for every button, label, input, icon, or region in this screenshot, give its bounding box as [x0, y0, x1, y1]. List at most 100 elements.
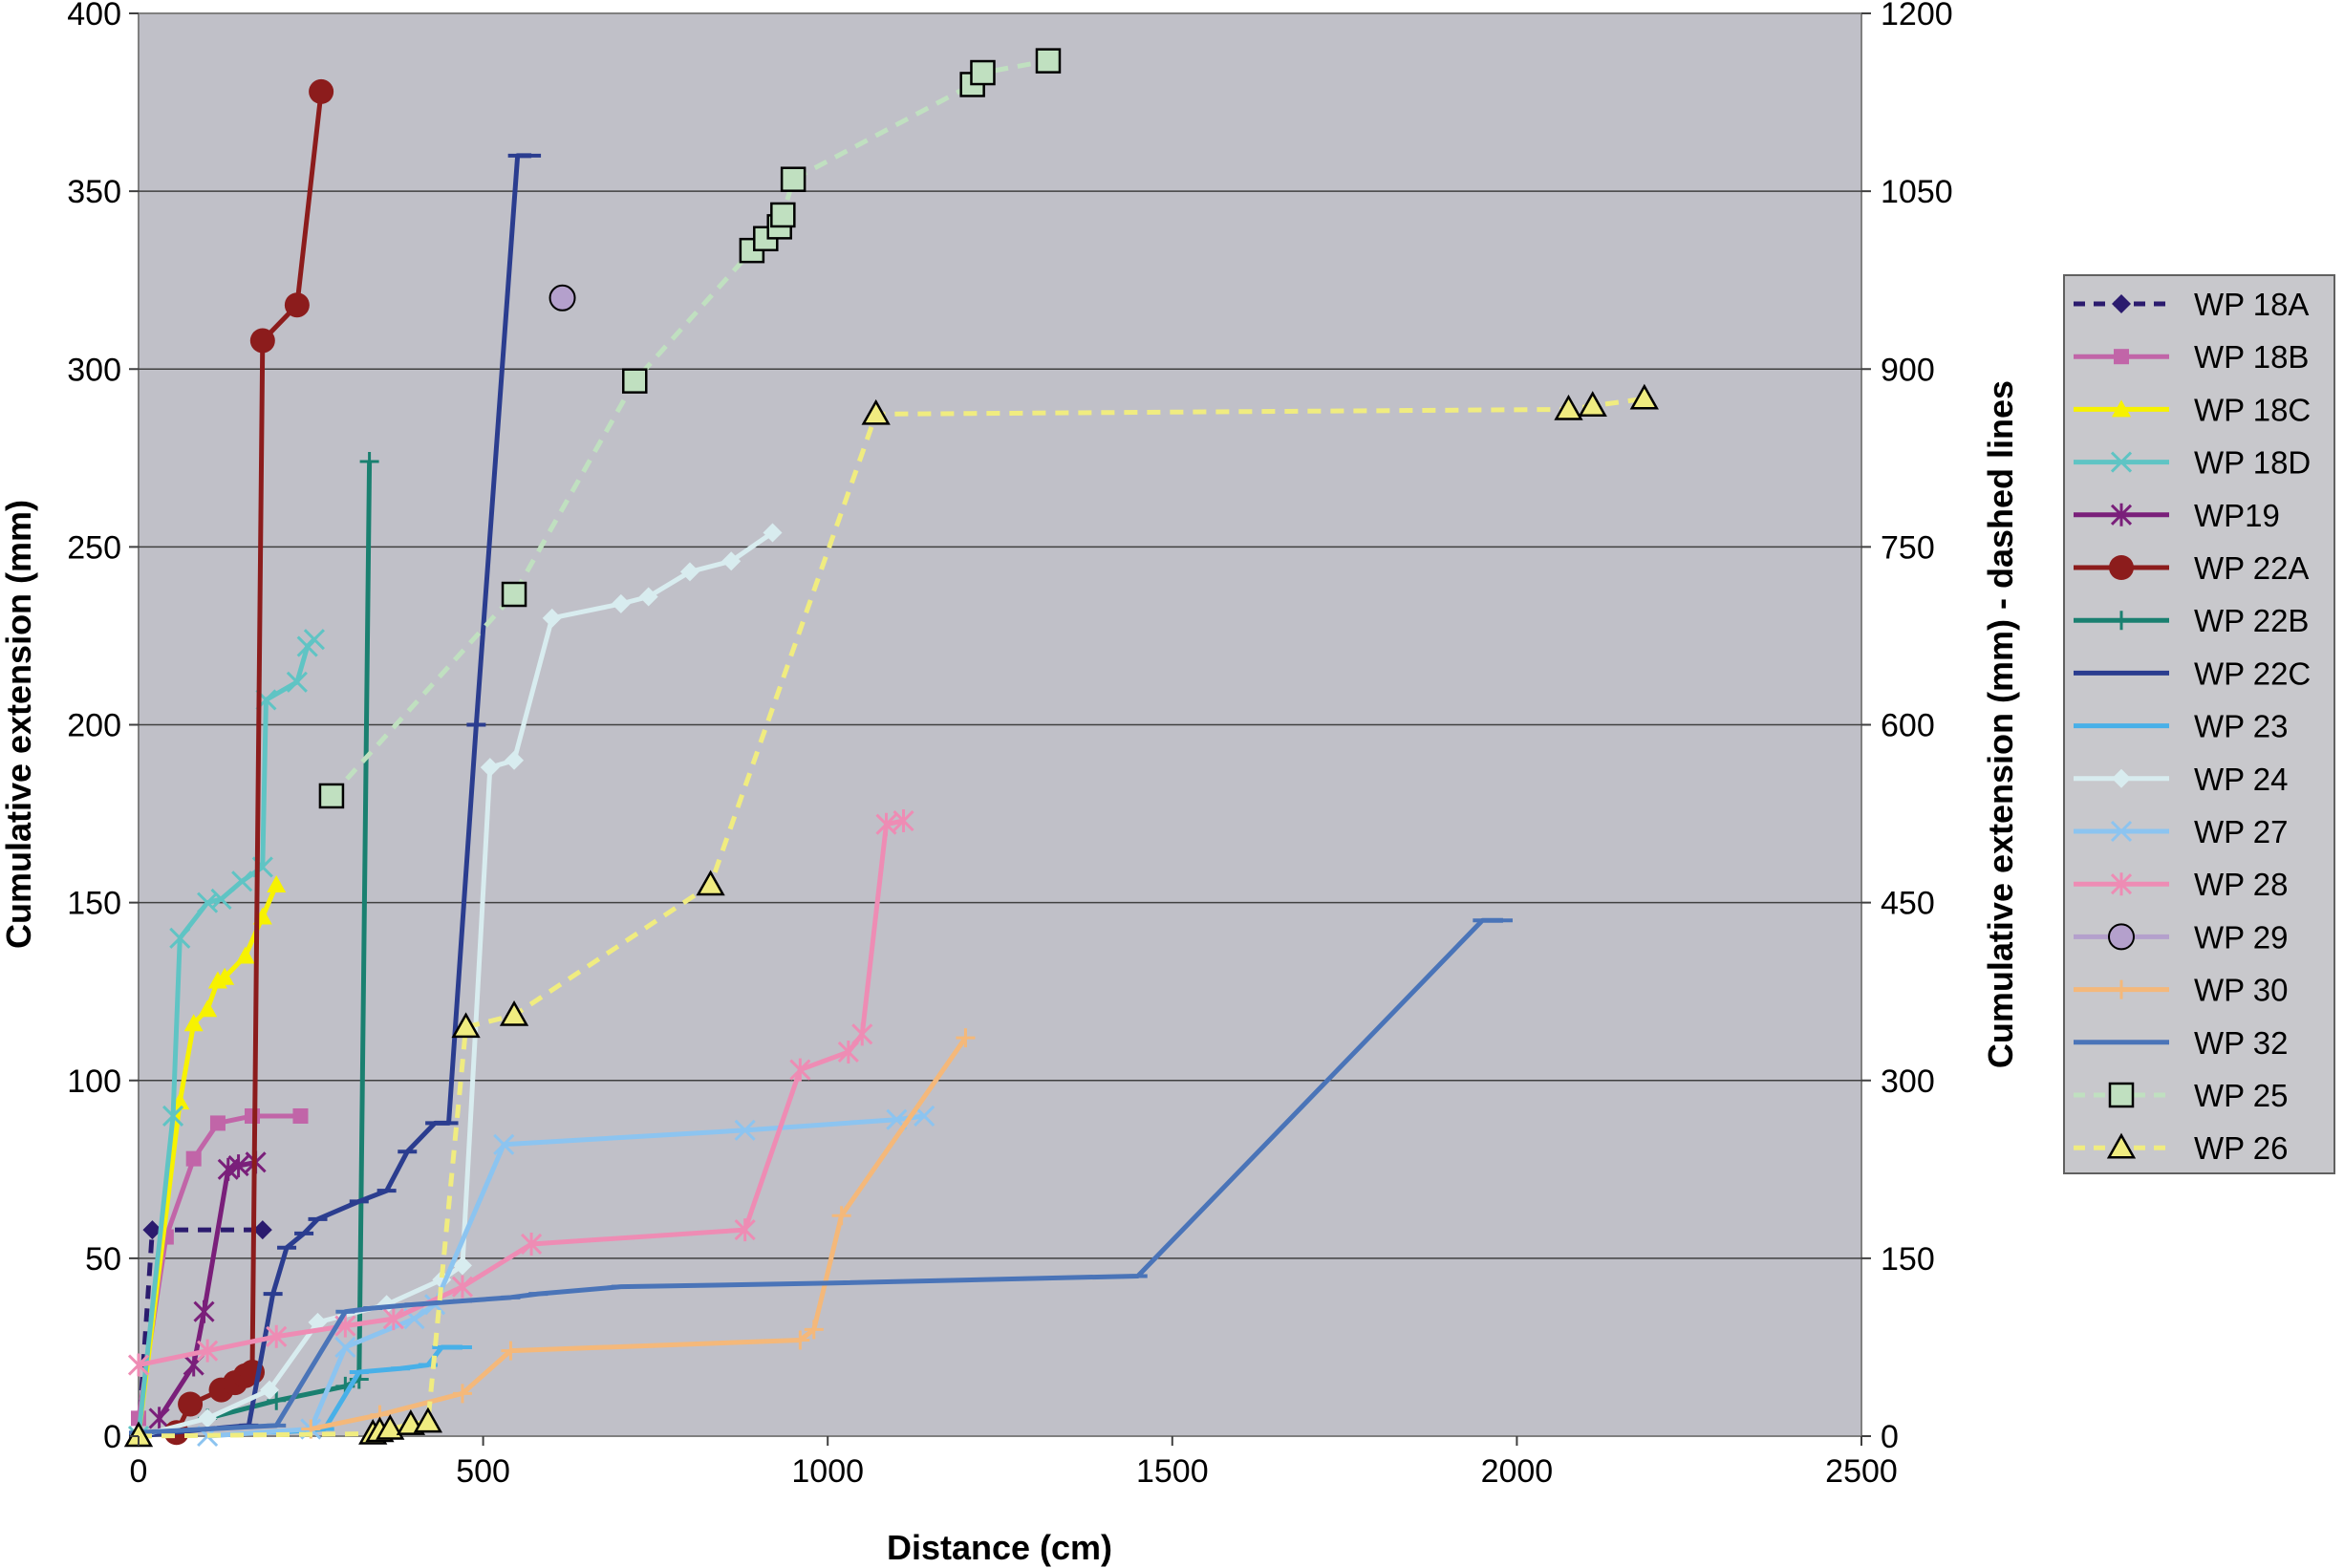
x-axis-ticks: 0 500 1000 1500 2000 2500: [130, 1436, 1898, 1490]
series-wp-30: [301, 1028, 976, 1439]
data-point: [2112, 399, 2131, 418]
data-point: [309, 78, 334, 104]
data-point: [804, 1320, 824, 1340]
data-point: [831, 1206, 851, 1226]
data-point: [452, 1384, 472, 1404]
data-point: [359, 452, 379, 472]
legend-item: WP 30: [2074, 973, 2288, 1008]
legend-label: WP 18B: [2194, 339, 2309, 375]
data-point: [1578, 391, 1607, 417]
y2-tick-label: 750: [1881, 529, 1935, 566]
data-point: [2112, 768, 2131, 788]
data-point: [770, 202, 796, 228]
series-wp-28: [127, 809, 914, 1377]
data-point: [169, 927, 191, 949]
y-tick-label: 100: [67, 1063, 121, 1100]
data-point: [892, 809, 914, 833]
data-point: [493, 1133, 515, 1155]
data-point: [763, 523, 783, 543]
data-point: [2110, 451, 2133, 473]
series-wp19: [148, 1150, 267, 1430]
series-wp-32: [129, 917, 1513, 1435]
y-tick-label: 50: [85, 1241, 121, 1278]
data-point: [244, 1107, 260, 1124]
data-point: [198, 1408, 218, 1428]
y-tick-label: 0: [103, 1419, 121, 1455]
data-point: [638, 587, 658, 607]
y2-axis-ticks: 0 150 300 450 600 750 900 1050 1200: [1861, 0, 1953, 1455]
data-point: [267, 875, 287, 893]
data-point: [252, 1220, 272, 1240]
legend-item: WP 22C: [2074, 655, 2311, 691]
legend-item: WP 32: [2074, 1025, 2288, 1061]
legend-label: WP 30: [2194, 973, 2288, 1008]
data-point: [286, 671, 308, 693]
y2-tick-label: 900: [1881, 352, 1935, 388]
y2-tick-label: 150: [1881, 1241, 1935, 1278]
x-axis-title: Distance (cm): [887, 1528, 1112, 1567]
legend-item: WP 18C: [2074, 392, 2311, 427]
series-wp-26: [123, 383, 1659, 1448]
data-point: [790, 1330, 810, 1350]
data-point: [1554, 394, 1583, 420]
data-point: [318, 783, 345, 809]
data-point: [451, 1012, 481, 1039]
legend-label: WP 18A: [2194, 287, 2309, 322]
data-point: [161, 1105, 184, 1128]
data-point: [413, 1407, 443, 1433]
series-layer: [123, 48, 1659, 1448]
data-point: [622, 368, 648, 394]
data-point: [215, 967, 235, 985]
data-point: [178, 1391, 204, 1417]
data-point: [721, 551, 742, 571]
data-point: [734, 1119, 756, 1141]
data-point: [451, 1275, 474, 1299]
data-point: [789, 1058, 811, 1082]
legend-label: WP 26: [2194, 1130, 2288, 1166]
data-point: [227, 1154, 249, 1178]
y-tick-label: 200: [67, 708, 121, 744]
data-point: [382, 1307, 404, 1331]
x-tick-label: 1000: [791, 1453, 864, 1490]
data-point: [501, 1341, 521, 1361]
x-tick-label: 1500: [1136, 1453, 1209, 1490]
data-point: [696, 870, 725, 896]
legend-label: WP19: [2194, 498, 2280, 533]
series-line: [157, 1159, 257, 1420]
data-point: [266, 1324, 288, 1348]
data-point: [734, 1218, 756, 1242]
x-tick-label: 500: [456, 1453, 510, 1490]
y-tick-label: 350: [67, 174, 121, 210]
data-point: [376, 1414, 405, 1440]
data-point: [837, 1040, 859, 1063]
data-point: [480, 758, 500, 778]
series-wp-29: [548, 284, 576, 311]
data-point: [548, 284, 576, 311]
legend-label: WP 28: [2194, 867, 2288, 902]
series-wp-25: [318, 48, 1062, 809]
y-tick-label: 150: [67, 886, 121, 922]
data-point: [505, 750, 525, 770]
data-point: [142, 1220, 162, 1240]
data-point: [198, 999, 218, 1018]
data-point: [875, 812, 897, 836]
data-point: [235, 946, 255, 964]
y2-tick-label: 600: [1881, 708, 1935, 744]
data-point: [970, 59, 996, 86]
y2-tick-label: 0: [1881, 1419, 1899, 1455]
data-point: [197, 1339, 219, 1363]
legend-label: WP 25: [2194, 1078, 2288, 1113]
data-point: [499, 999, 529, 1026]
gridlines: [139, 190, 1861, 1259]
data-point: [2112, 611, 2131, 631]
legend-item: WP 25: [2074, 1078, 2288, 1113]
y-tick-label: 300: [67, 352, 121, 388]
y2-tick-label: 1200: [1881, 0, 1953, 32]
legend-item: WP 18B: [2074, 339, 2309, 375]
data-point: [2112, 294, 2131, 313]
legend-label: WP 22C: [2194, 655, 2311, 691]
y-axis-ticks: 0 50 100 150 200 250 300 350 400: [67, 0, 139, 1455]
legend-item: WP 26: [2074, 1130, 2288, 1166]
x-tick-label: 0: [130, 1453, 148, 1490]
data-point: [210, 888, 232, 910]
